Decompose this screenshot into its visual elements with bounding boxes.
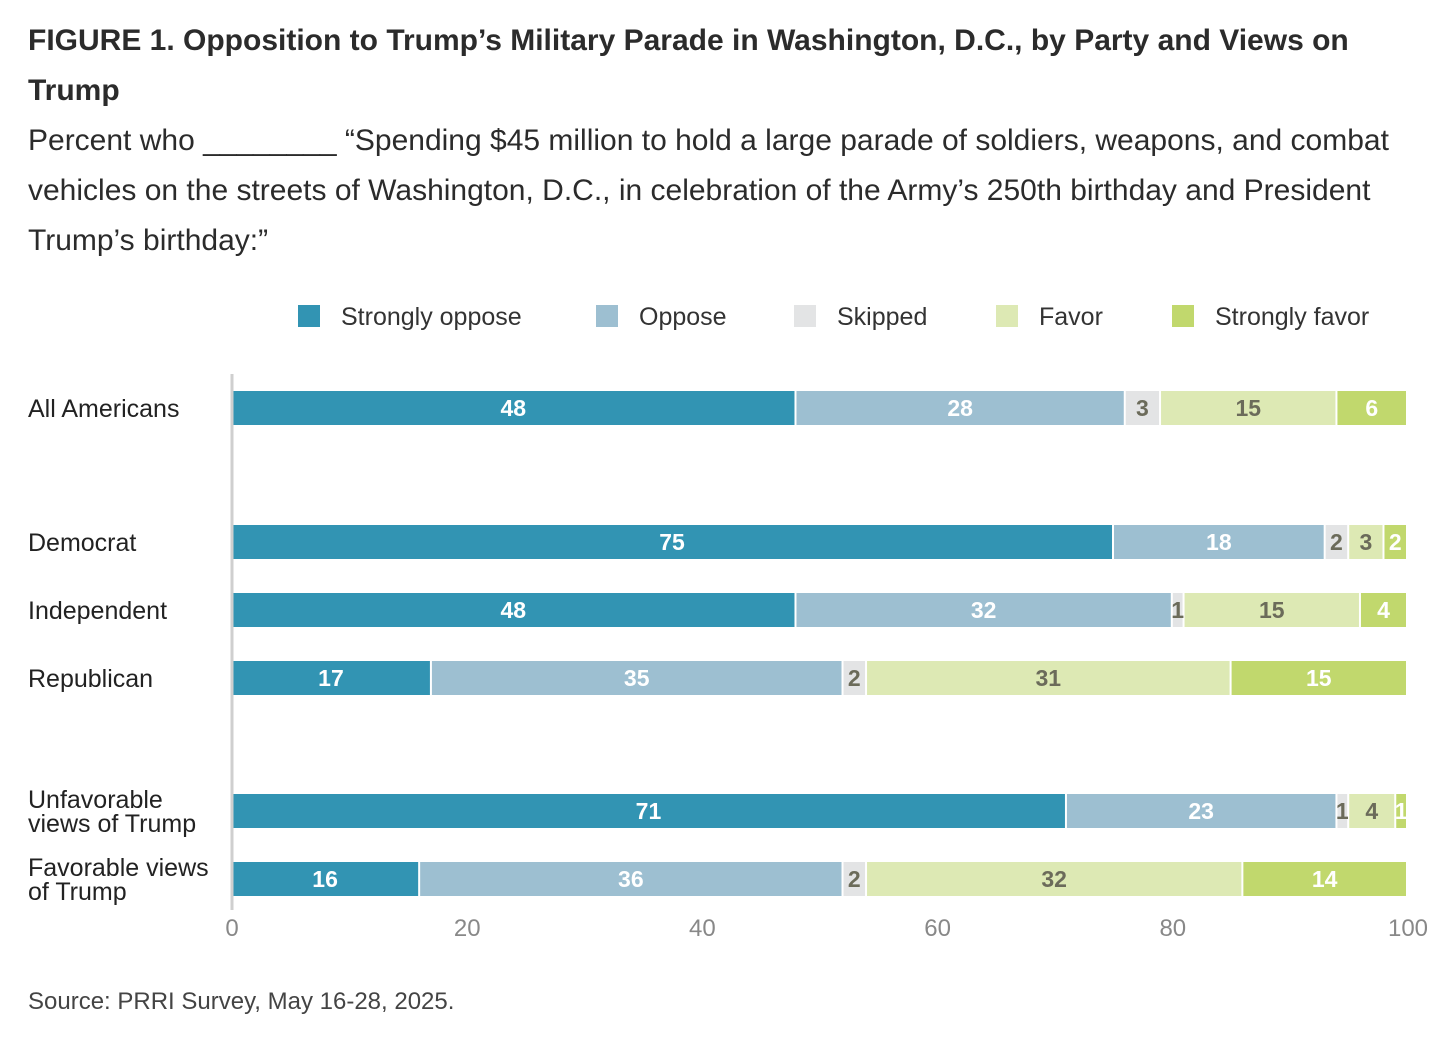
bar-value-label: 18 (1206, 529, 1232, 555)
bar-value-label: 2 (1389, 529, 1402, 555)
bar-segment-strongly-oppose (232, 525, 1112, 559)
category-label: Democrat (28, 529, 136, 557)
bar-segment-oppose (1066, 794, 1336, 828)
legend-label-oppose: Oppose (639, 303, 727, 331)
bar-segment-favor (1349, 525, 1383, 559)
bar-value-label: 15 (1235, 395, 1261, 421)
legend: Strongly oppose Oppose Skipped Favor Strongl… (298, 303, 1369, 331)
legend-swatch-strongly-oppose (298, 305, 320, 327)
legend-label-skipped: Skipped (837, 303, 927, 331)
bar-segment-strongly-oppose (232, 391, 795, 425)
bar-segment-favor (1184, 593, 1359, 627)
bar-segment-strongly-favor (1360, 593, 1406, 627)
bar-segment-skipped (1325, 525, 1348, 559)
bar-value-label: 4 (1365, 798, 1378, 824)
x-tick-label: 60 (924, 915, 951, 942)
bar-value-label: 23 (1188, 798, 1214, 824)
bar-value-label: 3 (1136, 395, 1149, 421)
category-label: Unfavorable views of Trump (28, 786, 196, 838)
category-label: Favorable views of Trump (28, 854, 209, 906)
bar-value-label: 71 (636, 798, 662, 824)
x-tick-label: 40 (689, 915, 716, 942)
bar-value-label: 1 (1171, 597, 1184, 623)
x-tick-label: 0 (225, 915, 238, 942)
bar-value-label: 15 (1259, 597, 1285, 623)
bar-value-label: 36 (618, 866, 644, 892)
bar-segment-skipped (1125, 391, 1160, 425)
category-label: All Americans (28, 395, 179, 423)
bar-value-label: 1 (1336, 798, 1349, 824)
bar-value-label: 6 (1365, 395, 1378, 421)
bar-value-label: 4 (1377, 597, 1390, 623)
x-axis-ticks: 0 20 40 60 80 100 (225, 915, 1428, 942)
bar-value-label: 31 (1036, 665, 1062, 691)
bar-segment-skipped (843, 661, 866, 695)
bar-segment-oppose (431, 661, 842, 695)
bar-value-label: 2 (848, 866, 861, 892)
bar-value-label: 35 (624, 665, 650, 691)
stacked-bar-chart: Strongly oppose Oppose Skipped Favor Strongl… (28, 303, 1428, 942)
bar-value-label: 14 (1312, 866, 1338, 892)
bar-segment-favor (867, 862, 1242, 896)
bar-segment-oppose (796, 593, 1171, 627)
legend-swatch-strongly-favor (1172, 305, 1194, 327)
bar-segment-strongly-favor (1384, 525, 1406, 559)
category-label: Republican (28, 665, 153, 693)
bar-value-label: 2 (1330, 529, 1343, 555)
bar-segment-strongly-oppose (232, 661, 430, 695)
legend-swatch-favor (996, 305, 1018, 327)
bar-value-label: 48 (500, 395, 526, 421)
bar-segment-strongly-favor (1396, 794, 1406, 828)
bar-value-label: 28 (947, 395, 973, 421)
chart-title: FIGURE 1. Opposition to Trump’s Military… (28, 24, 1349, 107)
category-label: Independent (28, 597, 167, 625)
bar-segment-strongly-oppose (232, 593, 795, 627)
bar-segment-oppose (796, 391, 1124, 425)
bar-value-label: 32 (1041, 866, 1067, 892)
bar-segment-favor (1349, 794, 1395, 828)
bar-segment-oppose (1114, 525, 1324, 559)
bar-value-label: 3 (1359, 529, 1372, 555)
x-tick-label: 80 (1159, 915, 1186, 942)
bar-segment-favor (867, 661, 1230, 695)
bar-value-label: 75 (659, 529, 685, 555)
category-labels: All Americans Democrat Independent Republic… (28, 395, 209, 906)
legend-swatch-skipped (794, 305, 816, 327)
bar-segment-strongly-favor (1231, 661, 1406, 695)
bar-segment-skipped (1172, 593, 1183, 627)
legend-label-strongly-favor: Strongly favor (1215, 303, 1369, 331)
x-tick-label: 20 (454, 915, 481, 942)
bar-segment-favor (1161, 391, 1336, 425)
bar-value-label: 48 (500, 597, 526, 623)
legend-swatch-oppose (596, 305, 618, 327)
legend-label-favor: Favor (1039, 303, 1103, 331)
source-note: Source: PRRI Survey, May 16-28, 2025. (28, 988, 455, 1015)
bar-segment-oppose (420, 862, 842, 896)
chart-subtitle: Percent who ________ “Spending $45 milli… (28, 124, 1389, 257)
bar-segment-strongly-favor (1337, 391, 1406, 425)
x-tick-label: 100 (1388, 915, 1428, 942)
bar-segment-skipped (1337, 794, 1348, 828)
bar-segment-strongly-oppose (232, 794, 1065, 828)
bar-value-label: 1 (1395, 798, 1408, 824)
legend-label-strongly-oppose: Strongly oppose (341, 303, 522, 331)
bar-segment-strongly-oppose (232, 862, 419, 896)
bar-value-label: 32 (971, 597, 997, 623)
bar-value-label: 16 (312, 866, 338, 892)
bar-value-label: 17 (318, 665, 344, 691)
bar-value-label: 2 (848, 665, 861, 691)
bar-segment-skipped (843, 862, 866, 896)
bar-segment-strongly-favor (1243, 862, 1406, 896)
bar-value-label: 15 (1306, 665, 1332, 691)
